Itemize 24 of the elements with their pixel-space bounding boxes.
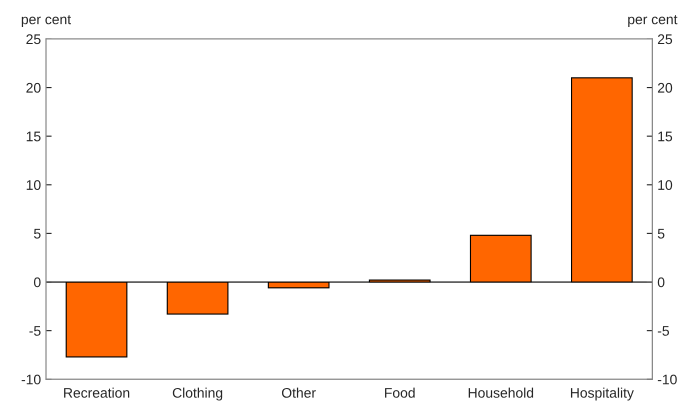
x-tick-label: Other <box>282 388 316 398</box>
x-tick-label: Food <box>385 388 415 398</box>
y2-tick-label: 15 <box>658 132 672 142</box>
x-tick-label: Hospitality <box>570 388 634 401</box>
y-tick-label: 10 <box>26 180 41 190</box>
y-axis-title: per cent <box>22 15 71 28</box>
x-tick-label: Recreation <box>64 388 130 398</box>
y-tick-label: 5 <box>34 228 41 239</box>
y2-axis-title: per cent <box>628 15 678 28</box>
y2-tick-label: 0 <box>658 277 664 288</box>
x-tick-label: Clothing <box>172 388 222 401</box>
y-tick-label: -5 <box>29 326 41 336</box>
y2-tick-label: -10 <box>658 374 677 384</box>
y-tick-label: 0 <box>34 277 41 288</box>
y-tick-label: -10 <box>22 374 41 384</box>
y2-tick-label: 25 <box>658 34 672 44</box>
y2-tick-label: 20 <box>658 82 672 93</box>
y2-tick-label: 5 <box>658 228 664 239</box>
y-tick-label: 20 <box>26 82 41 93</box>
y-tick-label: 25 <box>26 34 41 44</box>
y2-tick-label: 10 <box>658 180 672 190</box>
y2-tick-label: -5 <box>658 326 670 336</box>
y-tick-label: 15 <box>26 132 41 142</box>
x-tick-label: Household <box>468 388 534 398</box>
